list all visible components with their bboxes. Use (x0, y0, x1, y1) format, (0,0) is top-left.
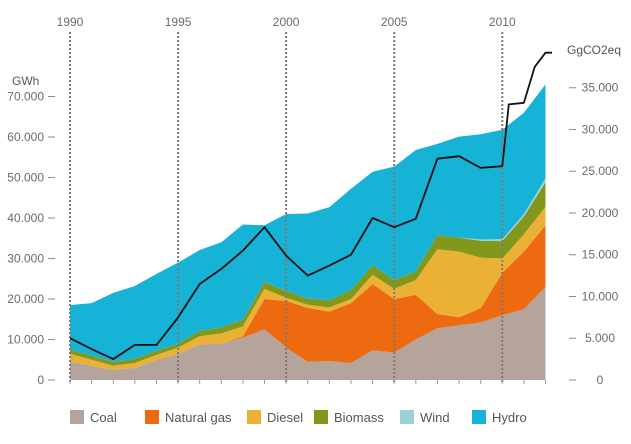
legend-label-coal: Coal (90, 410, 117, 425)
left-tick-label: 0 (37, 373, 44, 387)
left-tick-label: 40.000 (7, 211, 44, 225)
legend-swatch-diesel (247, 410, 261, 424)
area-hydro (70, 84, 546, 362)
left-y-axis: 0 10.000 20.000 30.000 40.000 50.000 60.000 70.… (7, 90, 55, 387)
x-tick-label-1990: 1990 (57, 15, 84, 29)
right-y-axis: 0 5.000 10.000 15.000 20.000 25.000 30.000 35.0… (569, 81, 619, 387)
emissions-line (69, 51, 552, 360)
legend-swatch-biomass (314, 410, 328, 424)
area-coal (70, 286, 546, 380)
left-tick-label: 30.000 (7, 252, 44, 266)
left-tick-label: 20.000 (7, 292, 44, 306)
left-tick-label: 60.000 (7, 130, 44, 144)
legend: Coal Natural gas Diesel Biomass Wind Hydro (70, 410, 527, 425)
x-tick-label-2010: 2010 (489, 15, 516, 29)
right-tick-label: 10.000 (582, 289, 619, 303)
left-tick-label: 10.000 (7, 333, 44, 347)
right-tick-label: 35.000 (582, 81, 619, 95)
legend-swatch-natural-gas (145, 410, 159, 424)
year-guide-lines: 1990 1995 2000 2005 2010 (57, 15, 516, 384)
legend-label-diesel: Diesel (267, 410, 303, 425)
x-tick-label-2000: 2000 (273, 15, 300, 29)
right-tick-label: 0 (597, 373, 604, 387)
left-axis-title: GWh (12, 74, 39, 88)
legend-label-hydro: Hydro (492, 410, 527, 425)
legend-label-wind: Wind (420, 410, 450, 425)
right-tick-label: 30.000 (582, 122, 619, 136)
right-axis-title: GgCO2eq (567, 43, 621, 57)
right-tick-label: 15.000 (582, 248, 619, 262)
legend-swatch-wind (400, 410, 414, 424)
left-tick-label: 50.000 (7, 171, 44, 185)
legend-label-biomass: Biomass (334, 410, 384, 425)
x-axis-ticks (69, 380, 547, 384)
x-tick-label-1995: 1995 (165, 15, 192, 29)
right-tick-label: 5.000 (585, 331, 615, 345)
x-tick-label-2005: 2005 (381, 15, 408, 29)
right-tick-label: 20.000 (582, 206, 619, 220)
stacked-areas (70, 84, 546, 380)
legend-swatch-coal (70, 410, 84, 424)
area-natural-gas (70, 225, 546, 370)
left-tick-label: 70.000 (7, 90, 44, 104)
legend-label-natural-gas: Natural gas (165, 410, 232, 425)
area-diesel (70, 206, 546, 370)
right-tick-label: 25.000 (582, 164, 619, 178)
emissions-layer (69, 51, 552, 360)
legend-swatch-hydro (472, 410, 486, 424)
